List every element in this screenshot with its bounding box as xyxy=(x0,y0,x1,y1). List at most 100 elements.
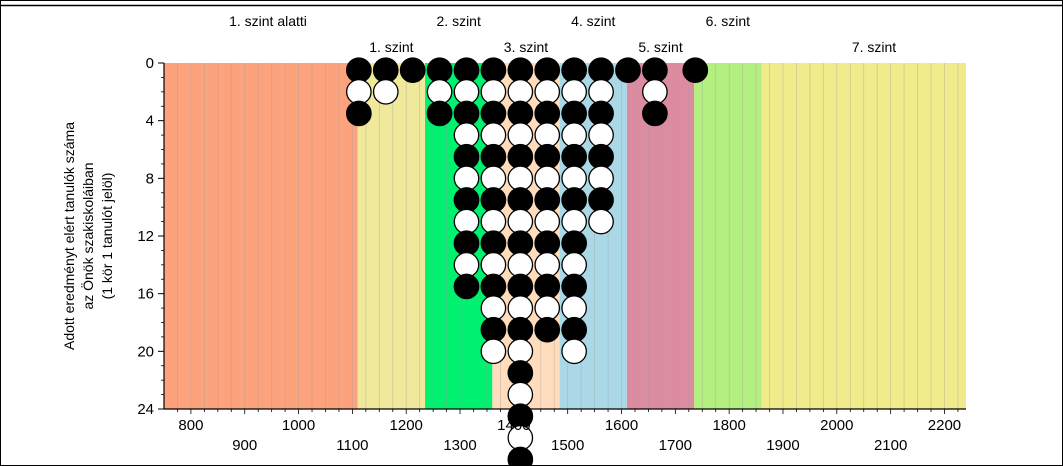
level-label-1: 1. szint alatti xyxy=(229,13,307,29)
student-marker xyxy=(480,338,507,365)
student-marker xyxy=(588,187,614,213)
student-marker xyxy=(561,100,588,127)
student-marker xyxy=(345,100,372,127)
student-marker xyxy=(534,100,561,127)
student-marker xyxy=(480,273,507,300)
student-marker xyxy=(561,208,588,235)
level-label-7: 6. szint xyxy=(706,13,750,29)
student-marker xyxy=(507,208,534,235)
student-marker xyxy=(561,143,588,170)
student-marker xyxy=(453,273,480,300)
student-marker xyxy=(480,251,507,278)
student-marker xyxy=(534,295,561,321)
student-marker xyxy=(480,187,507,213)
student-marker xyxy=(480,143,507,170)
student-marker xyxy=(426,78,453,105)
student-marker xyxy=(453,78,480,105)
student-marker xyxy=(507,78,534,105)
student-marker xyxy=(507,57,534,84)
student-marker xyxy=(534,187,561,213)
student-marker xyxy=(561,57,588,84)
y-axis-label-line: Adott eredményt elért tanulók száma xyxy=(61,122,77,350)
student-marker xyxy=(642,78,668,105)
student-marker xyxy=(507,122,534,148)
student-marker xyxy=(480,165,507,192)
x-tick-label: 1500 xyxy=(551,437,584,454)
level-band-1 xyxy=(164,63,358,409)
student-marker xyxy=(588,57,614,84)
student-marker xyxy=(453,251,480,278)
student-marker xyxy=(453,57,480,84)
student-marker xyxy=(453,100,480,127)
x-tick-label: 1700 xyxy=(659,437,692,454)
level-band-8 xyxy=(761,63,966,409)
x-tick-label: 1200 xyxy=(390,417,423,434)
y-tick-label: 24 xyxy=(137,401,154,418)
student-marker xyxy=(453,122,480,148)
student-marker xyxy=(642,100,668,127)
student-marker xyxy=(682,57,709,84)
student-marker xyxy=(399,57,426,84)
student-marker xyxy=(507,230,534,257)
x-tick-label: 1300 xyxy=(443,437,476,454)
student-marker xyxy=(561,316,588,343)
y-axis-label-line: (1 kör 1 tanulót jelöl) xyxy=(99,173,115,300)
student-marker xyxy=(534,57,561,84)
axes: 0 4 8 12 16 20 24 800 1000 1200 1400 1600 1800 2000 22… xyxy=(137,55,966,454)
x-tick-label: 1800 xyxy=(712,417,745,434)
level-label-8: 7. szint xyxy=(852,39,896,55)
student-marker xyxy=(588,208,614,235)
student-marker xyxy=(534,78,561,105)
x-tick-label: 2100 xyxy=(874,437,907,454)
student-marker xyxy=(534,143,561,170)
student-marker xyxy=(588,165,614,192)
x-tick-label: 1400 xyxy=(497,417,530,434)
student-marker xyxy=(534,273,561,300)
student-marker xyxy=(534,208,561,235)
student-marker xyxy=(588,100,614,127)
student-marker xyxy=(507,165,534,192)
student-marker xyxy=(507,295,534,321)
student-marker xyxy=(588,78,614,105)
student-marker xyxy=(507,143,534,170)
student-marker xyxy=(561,78,588,105)
student-marker xyxy=(561,338,588,365)
student-marker xyxy=(561,122,588,148)
student-marker xyxy=(507,360,534,386)
student-marker xyxy=(507,338,534,365)
student-marker xyxy=(561,187,588,213)
student-marker xyxy=(453,208,480,235)
student-marker xyxy=(507,446,534,466)
level-label-5: 4. szint xyxy=(571,13,615,29)
student-marker xyxy=(480,295,507,321)
student-marker xyxy=(345,57,372,84)
student-marker xyxy=(480,316,507,343)
student-marker xyxy=(534,251,561,278)
x-tick-label: 2200 xyxy=(928,417,961,434)
student-marker xyxy=(480,208,507,235)
x-tick-label: 1100 xyxy=(336,437,368,454)
student-marker xyxy=(534,122,561,148)
student-marker xyxy=(642,57,668,84)
y-tick-label: 8 xyxy=(146,170,154,187)
student-marker xyxy=(453,165,480,192)
x-tick-label: 2000 xyxy=(820,417,853,434)
student-marker xyxy=(561,273,588,300)
student-marker xyxy=(507,187,534,213)
student-marker xyxy=(507,100,534,127)
student-marker xyxy=(561,251,588,278)
student-marker xyxy=(480,78,507,105)
y-axis-label-line: az Önök szakiskoláiban xyxy=(79,162,96,309)
x-tick-label: 900 xyxy=(232,437,257,454)
student-marker xyxy=(588,122,614,148)
student-marker xyxy=(372,78,399,105)
student-marker xyxy=(453,187,480,213)
student-marker xyxy=(534,165,561,192)
level-label-6: 5. szint xyxy=(638,39,682,55)
student-marker xyxy=(534,230,561,257)
student-marker xyxy=(615,57,641,84)
student-marker xyxy=(372,57,399,84)
student-marker xyxy=(345,78,372,105)
x-tick-label: 1600 xyxy=(605,417,638,434)
y-tick-label: 4 xyxy=(146,113,154,130)
